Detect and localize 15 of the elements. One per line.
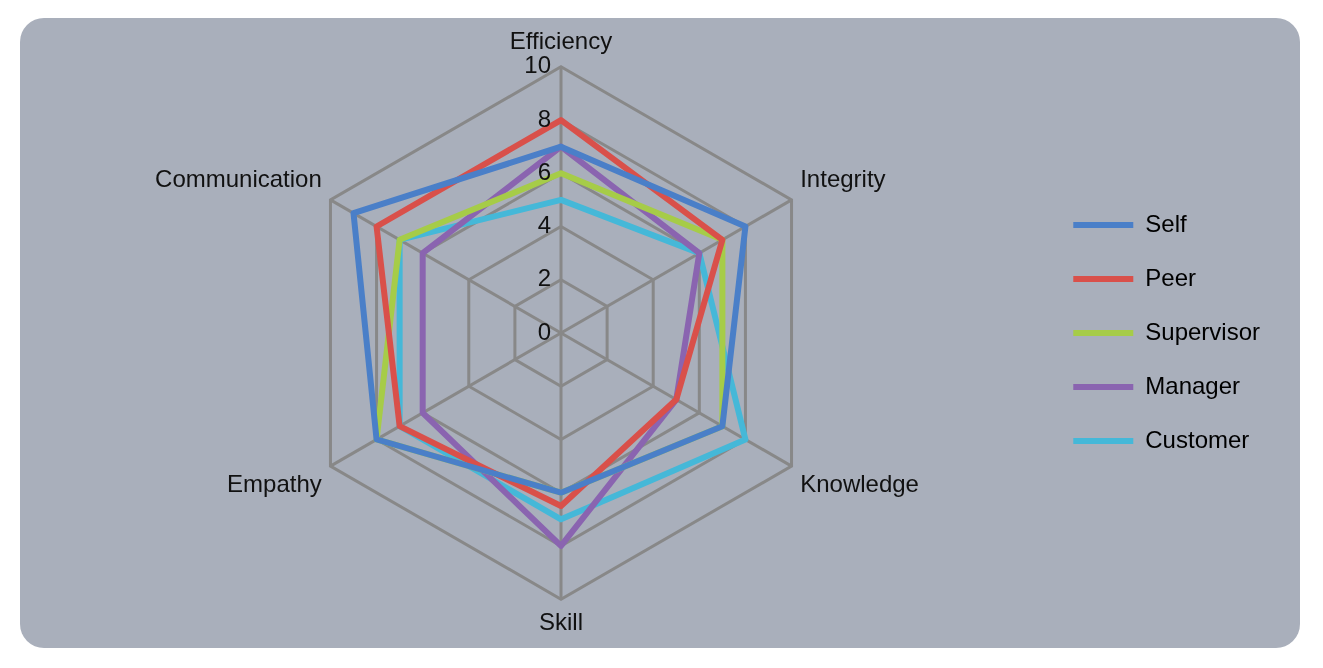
legend-label: Self — [1145, 209, 1187, 237]
spoke-label: Empathy — [227, 470, 322, 498]
legend-label: Manager — [1145, 371, 1241, 399]
y-tick-label: 2 — [537, 264, 551, 292]
spoke-label: Skill — [538, 608, 584, 636]
spoke-label: Integrity — [800, 165, 886, 193]
spoke-label: Knowledge — [800, 470, 919, 498]
y-tick-label: 8 — [537, 104, 551, 132]
y-tick-label: 6 — [537, 157, 551, 185]
legend-label: Customer — [1145, 425, 1250, 453]
legend-label: Supervisor — [1145, 317, 1261, 345]
spoke-label: Communication — [155, 165, 322, 193]
y-tick-label: 4 — [537, 211, 551, 239]
legend-label: Peer — [1145, 263, 1196, 291]
y-tick-label: 0 — [537, 317, 551, 345]
